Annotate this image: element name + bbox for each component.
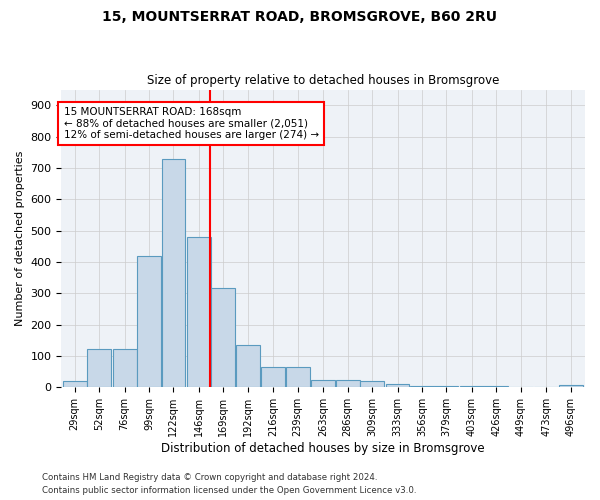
Bar <box>410 386 434 388</box>
Bar <box>311 380 335 388</box>
Bar <box>87 349 111 388</box>
Title: Size of property relative to detached houses in Bromsgrove: Size of property relative to detached ho… <box>147 74 499 87</box>
Y-axis label: Number of detached properties: Number of detached properties <box>15 151 25 326</box>
Bar <box>559 385 583 388</box>
Bar <box>187 237 211 388</box>
Text: 15 MOUNTSERRAT ROAD: 168sqm
← 88% of detached houses are smaller (2,051)
12% of : 15 MOUNTSERRAT ROAD: 168sqm ← 88% of det… <box>64 107 319 140</box>
Text: Contains HM Land Registry data © Crown copyright and database right 2024.
Contai: Contains HM Land Registry data © Crown c… <box>42 474 416 495</box>
Bar <box>335 380 359 388</box>
Bar <box>161 158 185 388</box>
X-axis label: Distribution of detached houses by size in Bromsgrove: Distribution of detached houses by size … <box>161 442 485 455</box>
Bar <box>137 256 161 388</box>
Bar <box>360 381 384 388</box>
Bar <box>386 384 409 388</box>
Bar <box>434 386 458 388</box>
Bar <box>460 386 484 388</box>
Bar <box>63 381 86 388</box>
Bar <box>484 386 508 388</box>
Bar <box>236 345 260 388</box>
Bar <box>286 367 310 388</box>
Bar <box>113 349 137 388</box>
Bar <box>211 288 235 388</box>
Text: 15, MOUNTSERRAT ROAD, BROMSGROVE, B60 2RU: 15, MOUNTSERRAT ROAD, BROMSGROVE, B60 2R… <box>103 10 497 24</box>
Bar <box>262 367 285 388</box>
